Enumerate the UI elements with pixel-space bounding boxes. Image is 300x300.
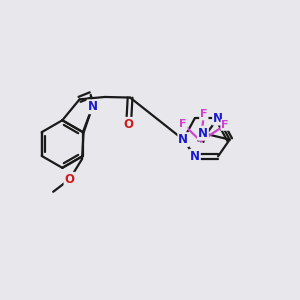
Text: N: N [213,112,223,124]
Text: N: N [178,133,188,146]
Text: F: F [200,110,208,119]
Text: N: N [87,100,98,113]
Text: O: O [124,118,134,131]
Text: O: O [64,173,74,186]
Text: F: F [179,119,187,129]
Text: F: F [221,120,229,130]
Text: N: N [198,127,208,140]
Text: N: N [190,150,200,163]
